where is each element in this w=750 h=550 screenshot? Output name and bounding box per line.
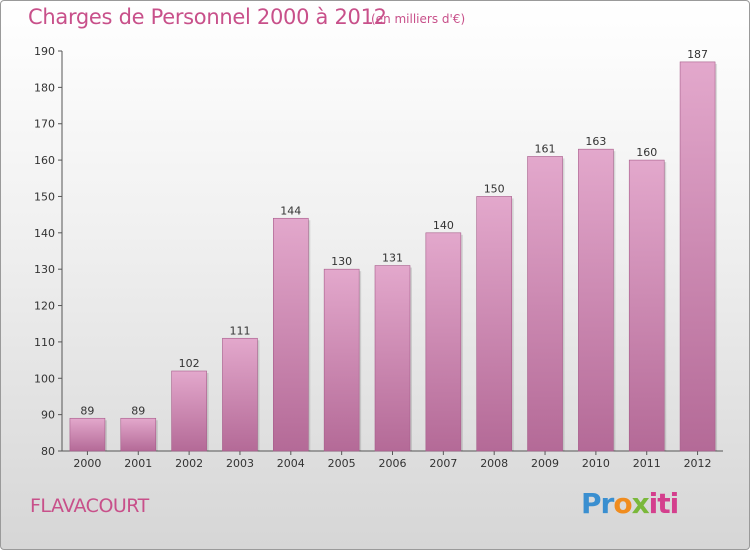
chart-title: Charges de Personnel 2000 à 2012: [28, 5, 387, 29]
y-tick-label: 120: [34, 300, 55, 313]
y-tick-label: 110: [34, 336, 55, 349]
y-tick-label: 170: [34, 118, 55, 131]
y-tick-label: 100: [34, 372, 55, 385]
data-label-2007: 140: [433, 219, 454, 232]
x-tick-label-2008: 2008: [480, 457, 508, 470]
bar-2008: [476, 196, 512, 452]
x-tick-label-2011: 2011: [633, 457, 661, 470]
x-tick-label-2006: 2006: [379, 457, 407, 470]
bar-2007: [425, 232, 462, 452]
data-label-2011: 160: [636, 146, 657, 159]
commune-name: FLAVACOURT: [30, 495, 149, 517]
y-tick-label: 80: [41, 445, 55, 458]
y-tick-label: 140: [34, 227, 55, 240]
data-label-2008: 150: [484, 182, 505, 195]
bar-2004: [273, 217, 309, 452]
bar-2003: [222, 337, 258, 452]
data-label-2009: 161: [535, 142, 556, 155]
x-tick-label-2005: 2005: [328, 457, 356, 470]
data-label-2012: 187: [687, 48, 708, 61]
y-tick-label: 130: [34, 263, 55, 276]
bar-2005: [323, 268, 360, 452]
x-tick-label-2001: 2001: [124, 457, 152, 470]
chart-subtitle: (en milliers d'€): [371, 12, 466, 26]
x-tick-label-2007: 2007: [429, 457, 457, 470]
x-tick-label-2009: 2009: [531, 457, 559, 470]
bar-2001: [120, 417, 157, 452]
bar-2012: [679, 61, 716, 452]
data-label-2010: 163: [585, 135, 606, 148]
x-tick-label-2010: 2010: [582, 457, 610, 470]
y-tick-label: 180: [34, 81, 55, 94]
bar-2006: [374, 265, 411, 452]
data-label-2004: 144: [280, 204, 301, 217]
x-tick-label-2000: 2000: [73, 457, 101, 470]
y-tick-label: 90: [41, 409, 55, 422]
y-tick-label: 160: [34, 154, 55, 167]
data-label-2001: 89: [131, 404, 145, 417]
y-tick-label: 150: [34, 190, 55, 203]
bar-2009: [527, 156, 563, 452]
bar-2000: [69, 417, 106, 452]
bar-2002: [171, 370, 207, 452]
x-tick-label-2012: 2012: [684, 457, 712, 470]
x-tick-label-2003: 2003: [226, 457, 254, 470]
bar-2011: [628, 159, 665, 452]
data-label-2005: 130: [331, 255, 352, 268]
data-label-2003: 111: [229, 324, 250, 337]
proxiti-logo: Proxiti: [581, 487, 679, 520]
bar-2010: [578, 148, 614, 452]
y-tick-label: 190: [34, 45, 55, 58]
data-label-2006: 131: [382, 252, 403, 265]
data-label-2002: 102: [179, 357, 200, 370]
x-tick-label-2004: 2004: [277, 457, 305, 470]
data-label-2000: 89: [80, 404, 94, 417]
x-tick-label-2002: 2002: [175, 457, 203, 470]
